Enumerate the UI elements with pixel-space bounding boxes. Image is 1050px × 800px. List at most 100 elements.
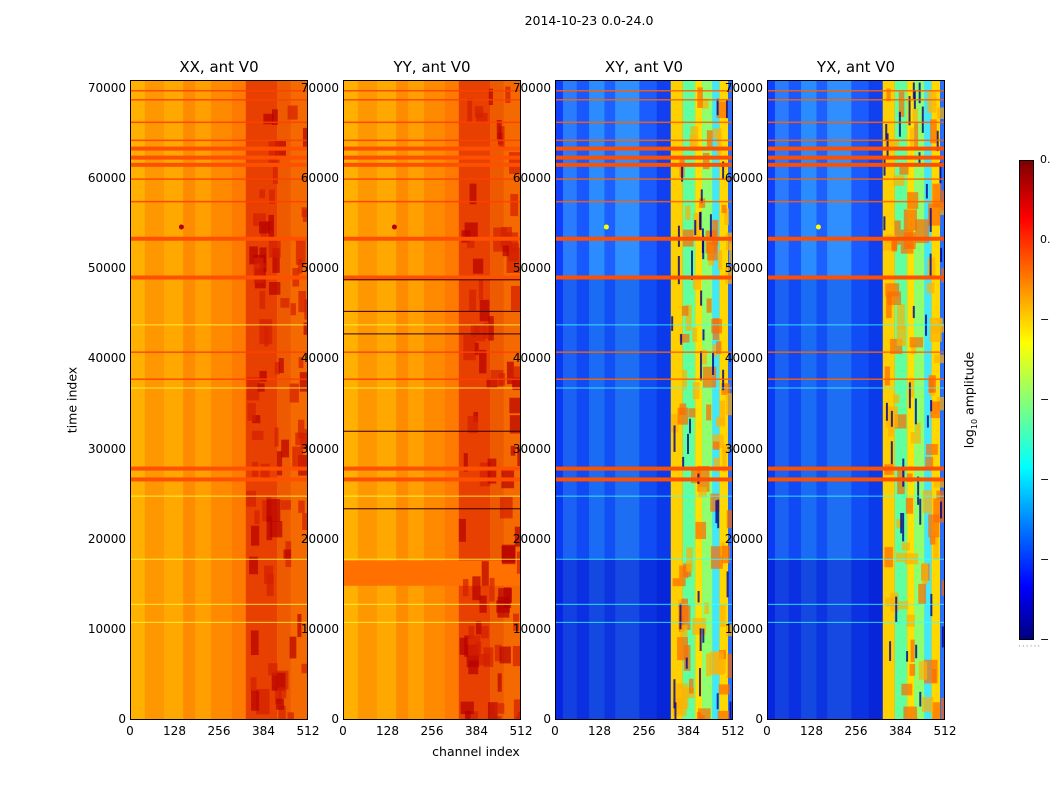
channel-band — [719, 81, 729, 719]
x-tick-label: 0 — [339, 724, 347, 738]
flagged-band — [768, 477, 944, 482]
channel-band — [357, 81, 378, 719]
y-tick-label: 0 — [755, 712, 763, 726]
y-tick-label: 30000 — [87, 441, 126, 456]
flagged-band — [131, 477, 307, 482]
y-tick-label: 20000 — [300, 531, 339, 546]
colorbar — [1019, 160, 1034, 640]
flagged-band — [344, 146, 520, 151]
channel-band — [396, 81, 409, 719]
flagged-band — [556, 155, 732, 160]
flagged-band — [344, 477, 520, 482]
flagged-band — [768, 236, 944, 241]
colorbar-label-rest: amplitude — [961, 351, 977, 419]
channel-band — [195, 81, 211, 719]
x-tick-label: 384 — [465, 724, 488, 738]
channel-band — [931, 81, 941, 719]
flagged-band — [556, 275, 732, 280]
y-tick-label: 70000 — [87, 81, 126, 95]
flagged-band — [556, 162, 732, 167]
figure-suptitle: 2014-10-23 0.0-24.0 — [524, 13, 654, 28]
flagged-band — [344, 275, 520, 280]
colorbar-tick-label: −2.5 — [1040, 633, 1050, 646]
y-tick-label: 70000 — [300, 81, 339, 95]
x-tick-label: 0 — [551, 724, 559, 738]
y-tick-label: 10000 — [87, 621, 126, 636]
flagged-band — [131, 236, 307, 241]
y-tick-label: 70000 — [512, 81, 551, 95]
colorbar-tick-label: 0.0 — [1040, 233, 1050, 246]
x-tick-label: 384 — [677, 724, 700, 738]
channel-band — [444, 81, 459, 719]
x-tick-label: 256 — [844, 724, 868, 738]
colorbar-extension-dots: ······ — [1018, 642, 1042, 652]
colorbar-label: log10 amplitude — [961, 352, 979, 448]
y-tick-label: 0 — [331, 712, 339, 726]
x-tick-label: 128 — [376, 724, 399, 738]
flagged-band — [131, 155, 307, 160]
flagged-band — [344, 162, 520, 167]
flagged-band — [556, 466, 732, 471]
y-tick-label: 60000 — [512, 171, 551, 186]
flagged-band — [768, 275, 944, 280]
channel-band — [423, 81, 445, 719]
y-tick-label: 0 — [543, 712, 551, 726]
y-tick-label: 30000 — [300, 441, 339, 456]
y-tick-label: 60000 — [724, 171, 763, 186]
x-tick-label: 384 — [889, 724, 912, 738]
x-tick-label: 512 — [933, 724, 957, 738]
channel-band — [183, 81, 196, 719]
channel-band — [695, 81, 703, 719]
channel-band — [712, 81, 720, 719]
heatmap-image-xx — [131, 81, 307, 719]
channel-band — [556, 81, 563, 719]
panel-title-yx: YX, ant V0 — [816, 58, 896, 76]
panel-title-xy: XY, ant V0 — [604, 58, 684, 76]
channel-band — [914, 81, 925, 719]
channel-band — [768, 81, 775, 719]
channel-band — [604, 81, 616, 719]
heatmap-panel-xy — [555, 80, 733, 720]
channel-band — [144, 81, 165, 719]
channel-band — [458, 81, 491, 719]
flagged-band — [768, 155, 944, 160]
x-tick-label: 384 — [252, 724, 275, 738]
channel-band — [702, 81, 713, 719]
y-tick-label: 60000 — [87, 171, 126, 186]
y-tick-label: 50000 — [512, 261, 551, 276]
channel-band — [816, 81, 828, 719]
y-tick-label: 60000 — [300, 171, 339, 186]
flagged-band — [556, 236, 732, 241]
y-tick-label: 50000 — [724, 261, 763, 276]
y-tick-label: 10000 — [300, 621, 339, 636]
channel-band — [408, 81, 424, 719]
channel-band — [377, 81, 397, 719]
x-tick-label: 512 — [509, 724, 533, 738]
heatmap-panel-yy — [343, 80, 521, 720]
colorbar-label-sub: 10 — [969, 418, 979, 430]
flagged-band — [344, 155, 520, 160]
x-axis-label: channel index — [432, 744, 520, 759]
y-tick-label: 40000 — [724, 351, 763, 366]
y-axis-label: time index — [64, 366, 80, 434]
flagged-band — [768, 466, 944, 471]
y-tick-label: 70000 — [724, 81, 763, 95]
channel-band — [164, 81, 184, 719]
flagged-band — [131, 162, 307, 167]
heatmap-image-xy — [556, 81, 732, 719]
heatmap-image-yx — [768, 81, 944, 719]
y-tick-label: 20000 — [724, 531, 763, 546]
x-tick-label: 0 — [126, 724, 134, 738]
flagged-band — [131, 146, 307, 151]
colorbar-tick-label: −0.5 — [1040, 313, 1050, 326]
heatmap-panel-xx — [130, 80, 308, 720]
colorbar-tick-label: −2.0 — [1040, 553, 1050, 566]
channel-band — [245, 81, 278, 719]
x-tick-label: 512 — [721, 724, 745, 738]
x-tick-label: 256 — [632, 724, 656, 738]
channel-band — [924, 81, 932, 719]
panel-title-yy: YY, ant V0 — [393, 58, 471, 76]
y-tick-label: 40000 — [300, 351, 339, 366]
x-tick-label: 256 — [207, 724, 231, 738]
channel-band — [210, 81, 232, 719]
